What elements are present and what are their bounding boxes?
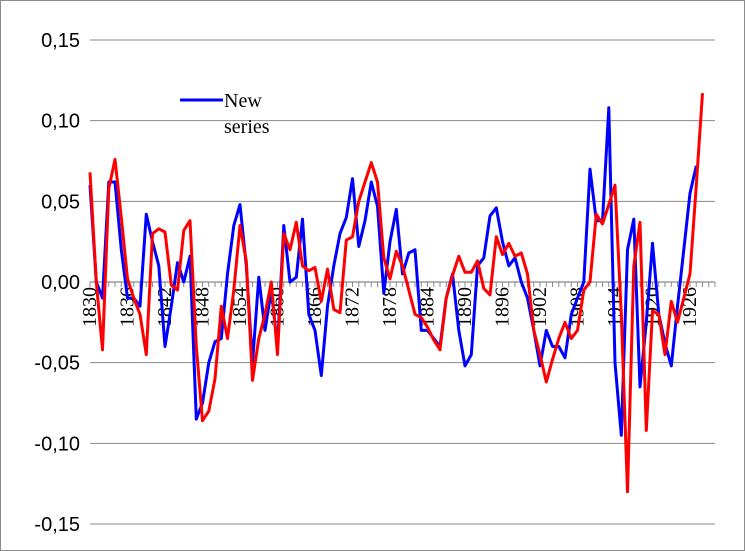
y-axis-ticks: 0,15 0,10 0,05 0,00 -0,05 -0,10 -0,15 (34, 30, 80, 536)
x-tick-label: 1830 (79, 287, 101, 327)
y-tick-label: -0,10 (34, 433, 80, 455)
legend: New series (180, 90, 270, 138)
y-tick-label: 0,00 (41, 272, 80, 294)
y-tick-label: 0,05 (41, 191, 80, 213)
x-tick-label: 1848 (192, 287, 214, 327)
x-tick-label: 1872 (342, 287, 364, 327)
x-tick-label: 1902 (529, 287, 551, 327)
series-line-2 (88, 93, 704, 494)
grid (90, 39, 715, 525)
x-tick-label: 1878 (379, 287, 401, 327)
y-tick-label: 0,15 (41, 30, 80, 52)
legend-label: New series (224, 90, 270, 138)
x-tick-label: 1854 (229, 287, 251, 327)
y-tick-label: -0,15 (34, 514, 80, 536)
x-tick-label: 1890 (454, 287, 476, 327)
y-tick-label: 0,10 (41, 111, 80, 133)
series-lines (88, 93, 704, 494)
series-line-1 (88, 106, 698, 437)
x-tick-label: 1896 (492, 287, 514, 327)
y-tick-label: -0,05 (34, 353, 80, 375)
